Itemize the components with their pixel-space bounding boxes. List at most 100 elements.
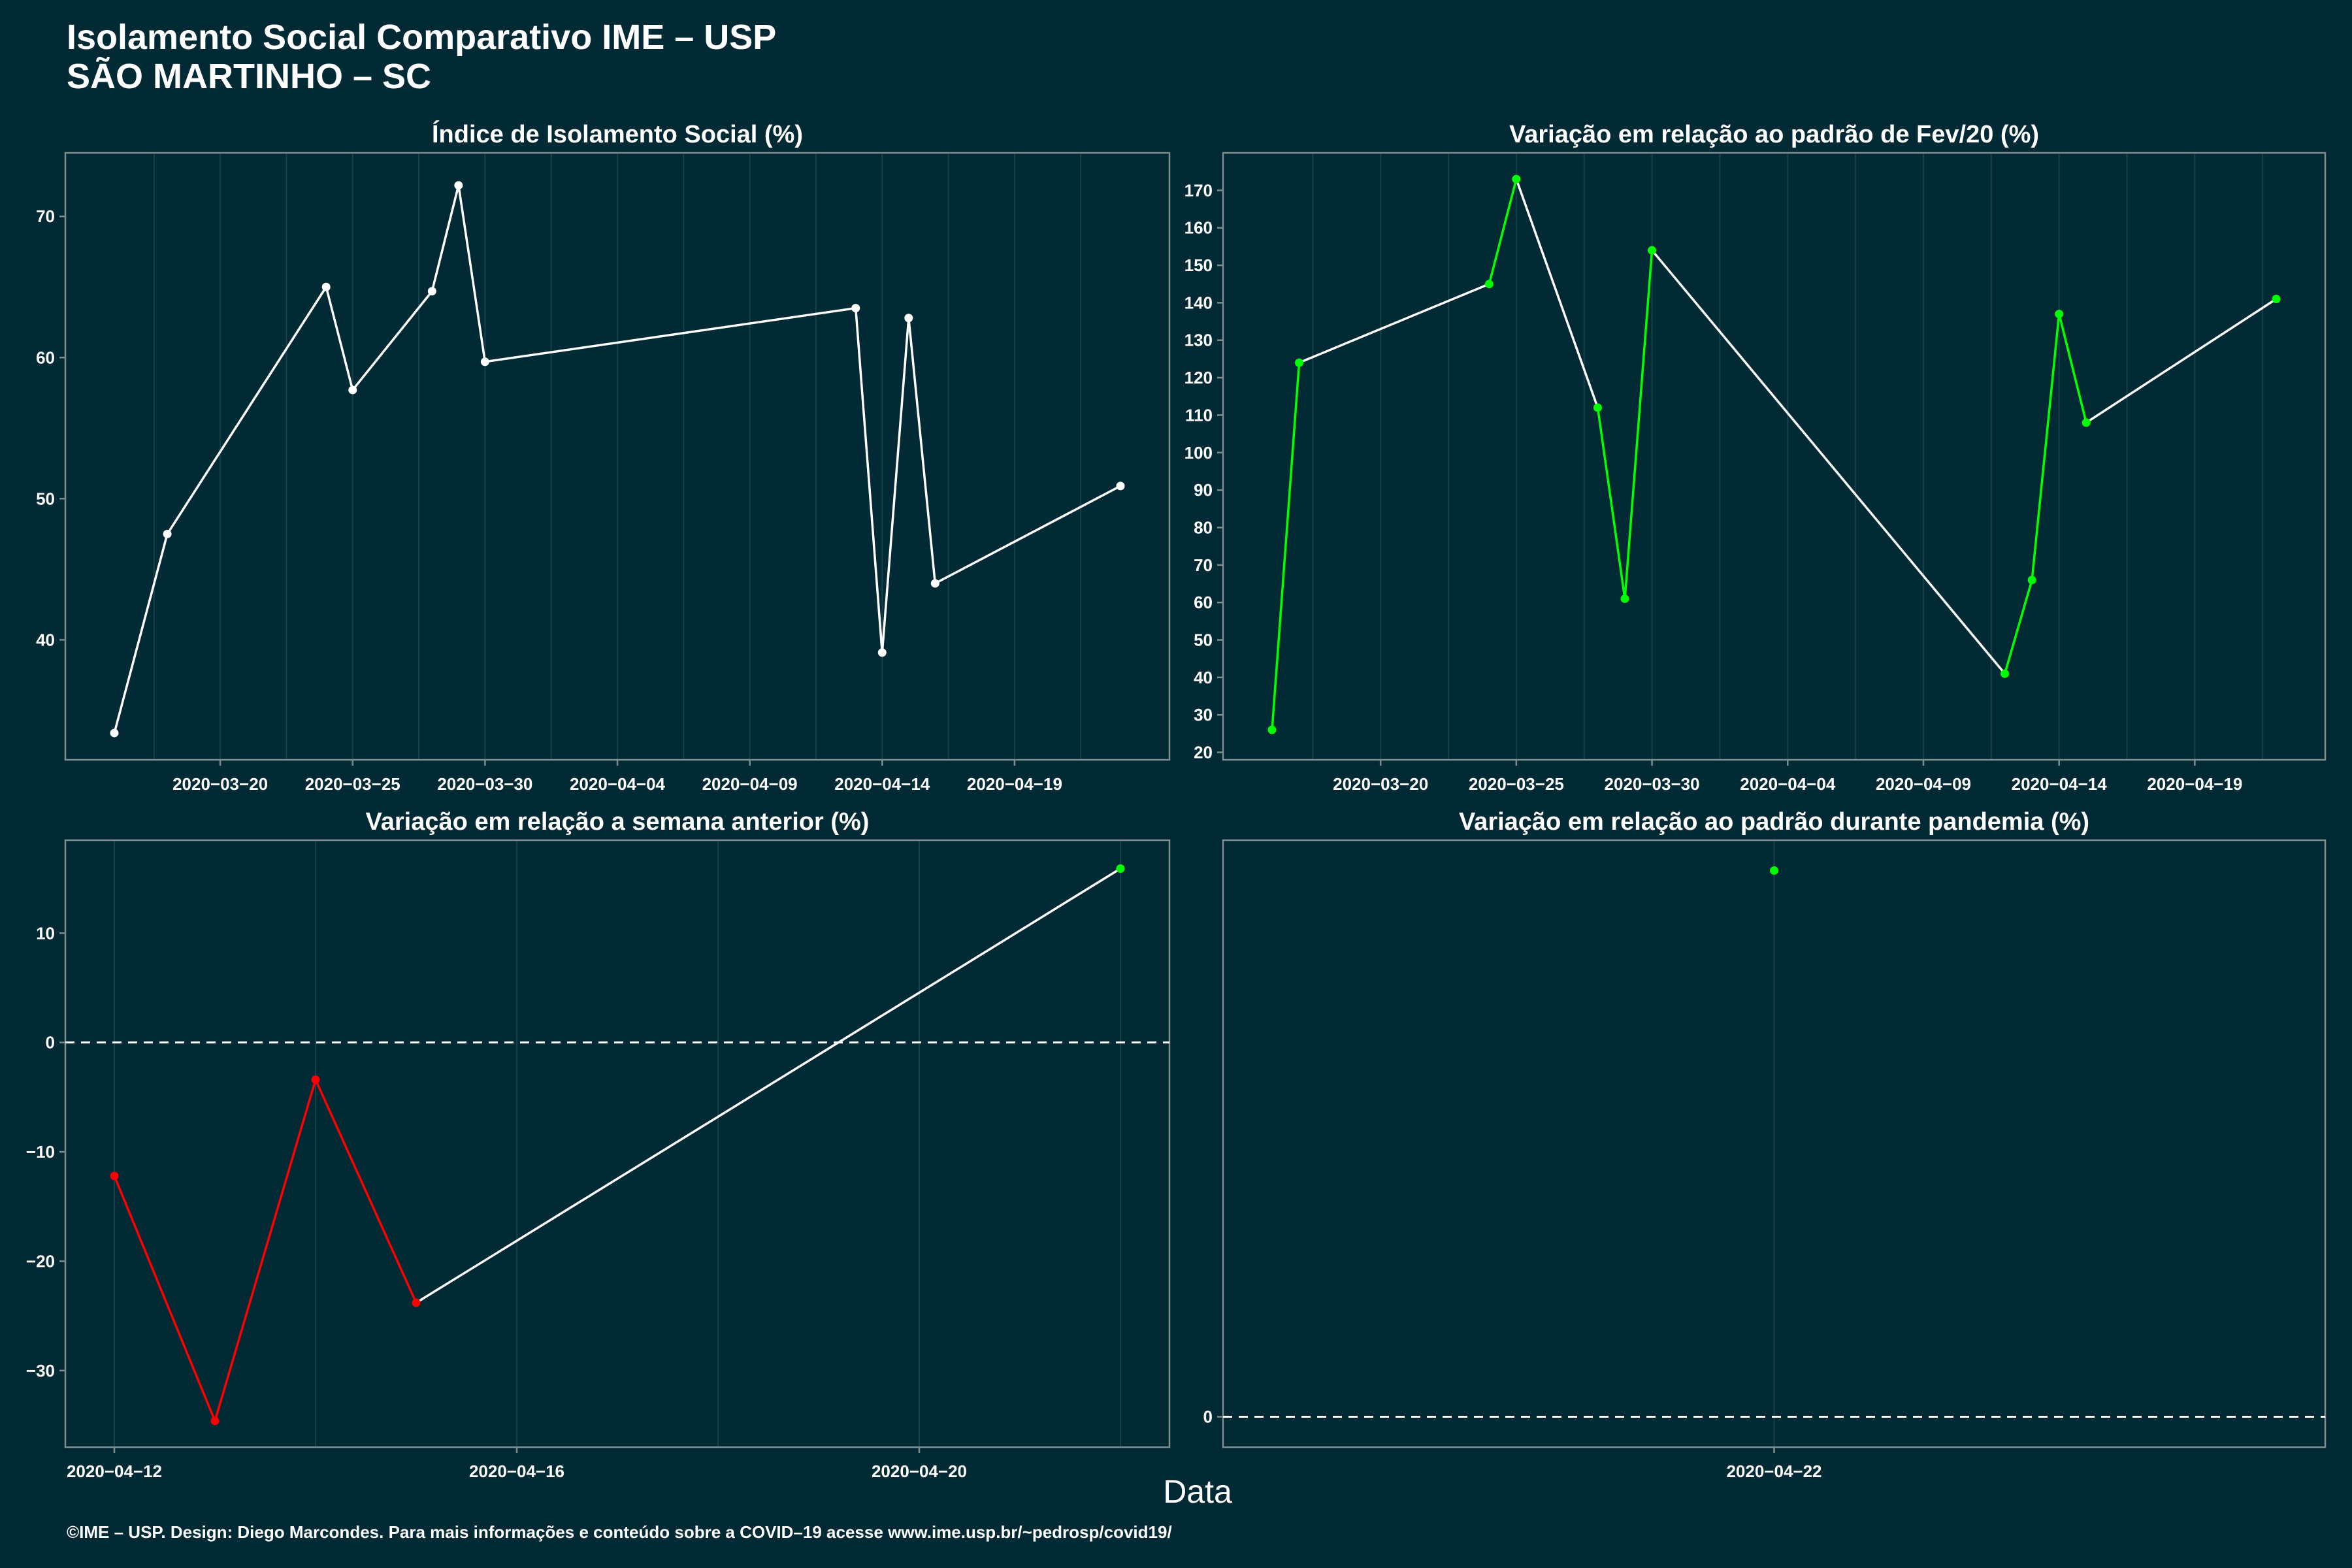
- series-segment: [351, 290, 433, 391]
- series-segment: [2085, 298, 2277, 424]
- y-tick-label: 160: [1184, 218, 1213, 238]
- series-segment: [1624, 250, 1654, 599]
- y-tick-label: 40: [36, 630, 55, 649]
- x-tick-label: 2020−03−25: [305, 774, 400, 794]
- y-tick-label: 40: [1194, 668, 1213, 687]
- series-segment: [1515, 178, 1599, 408]
- panel-title: Variação em relação ao padrão durante pa…: [1459, 808, 2089, 836]
- data-point: [1770, 866, 1778, 875]
- data-point: [427, 287, 436, 296]
- data-point: [2272, 295, 2281, 304]
- y-tick-label: 90: [1194, 480, 1213, 500]
- panel-3: Variação em relação a semana anterior (%…: [26, 808, 1171, 1481]
- series-segment: [934, 485, 1121, 585]
- x-tick-label: 2020−04−19: [2147, 774, 2242, 794]
- panel-2: Variação em relação ao padrão de Fev/20 …: [1184, 121, 2327, 794]
- panel-title: Índice de Isolamento Social (%): [432, 120, 803, 148]
- data-point: [1295, 358, 1304, 367]
- data-point: [110, 728, 119, 738]
- y-tick-label: 60: [1194, 593, 1213, 612]
- series-segment: [1596, 407, 1626, 599]
- x-tick-label: 2020−04−19: [967, 774, 1062, 794]
- data-point: [2082, 418, 2091, 427]
- x-tick-label: 2020−03−20: [172, 774, 268, 794]
- series-segment: [1651, 249, 2006, 675]
- x-tick-label: 2020−04−12: [67, 1462, 162, 1481]
- y-tick-label: 150: [1184, 255, 1213, 275]
- x-tick-label: 2020−04−09: [1876, 774, 1971, 794]
- data-point: [311, 1075, 320, 1085]
- x-tick-label: 2020−04−16: [469, 1462, 564, 1481]
- data-point: [1512, 174, 1521, 184]
- y-tick-label: 70: [1194, 555, 1213, 575]
- data-point: [1620, 594, 1629, 603]
- panel-border: [64, 839, 1171, 1448]
- data-point: [210, 1416, 220, 1426]
- series-segment: [2003, 580, 2033, 674]
- data-point: [904, 314, 913, 323]
- series-segment: [854, 308, 884, 653]
- y-tick-label: 60: [36, 348, 55, 367]
- data-point: [2001, 669, 2010, 678]
- series-segment: [431, 185, 460, 292]
- panel-4: Variação em relação ao padrão durante pa…: [1203, 808, 2327, 1481]
- x-tick-label: 2020−04−22: [1726, 1462, 1821, 1481]
- series-segment: [485, 306, 856, 363]
- data-point: [1267, 725, 1277, 734]
- y-tick-label: 50: [36, 489, 55, 508]
- y-tick-label: −30: [26, 1361, 55, 1380]
- y-tick-label: 0: [46, 1033, 55, 1053]
- series-segment: [214, 1079, 317, 1422]
- x-tick-label: 2020−03−30: [437, 774, 532, 794]
- data-point: [1116, 864, 1125, 874]
- data-point: [480, 357, 489, 367]
- figure-subtitle: SÃO MARTINHO – SC: [67, 57, 432, 96]
- x-tick-label: 2020−03−20: [1333, 774, 1428, 794]
- y-tick-label: −20: [26, 1251, 55, 1271]
- series-segment: [314, 1079, 417, 1303]
- x-tick-label: 2020−04−04: [1740, 774, 1836, 794]
- data-point: [851, 304, 860, 313]
- series-segment: [907, 318, 937, 584]
- data-point: [110, 1171, 119, 1181]
- series-segment: [166, 286, 327, 535]
- x-tick-label: 2020−04−04: [570, 774, 666, 794]
- figure-title: Isolamento Social Comparativo IME – USP: [67, 18, 777, 57]
- data-point: [1593, 403, 1602, 412]
- y-tick-label: 0: [1203, 1407, 1213, 1427]
- x-tick-label: 2020−04−09: [702, 774, 798, 794]
- series-segment: [881, 318, 910, 653]
- panel-title: Variação em relação ao padrão de Fev/20 …: [1509, 121, 2039, 148]
- y-tick-label: 80: [1194, 517, 1213, 537]
- y-tick-label: 20: [1194, 743, 1213, 762]
- y-tick-label: 110: [1185, 405, 1213, 425]
- data-point: [1116, 482, 1125, 491]
- panel-border: [1222, 152, 2327, 761]
- panel-1: Índice de Isolamento Social (%) 40 50 60 70 2…: [36, 120, 1171, 794]
- x-tick-label: 2020−03−25: [1469, 774, 1564, 794]
- series-segment: [113, 533, 169, 734]
- series-segment: [113, 1175, 216, 1422]
- series-segment: [1271, 363, 1301, 730]
- x-tick-label: 2020−03−30: [1605, 774, 1700, 794]
- y-tick-label: 50: [1194, 630, 1213, 649]
- data-point: [877, 648, 887, 657]
- data-point: [2027, 576, 2036, 585]
- data-point: [2055, 310, 2064, 319]
- series-segment: [2057, 314, 2087, 423]
- y-tick-label: 130: [1184, 331, 1213, 350]
- x-tick-label: 2020−04−20: [872, 1462, 967, 1481]
- y-tick-label: 170: [1184, 180, 1213, 200]
- data-point: [412, 1298, 421, 1307]
- series-segment: [325, 286, 354, 391]
- y-tick-label: 100: [1184, 443, 1213, 463]
- data-point: [163, 529, 172, 538]
- y-tick-label: 10: [36, 923, 55, 943]
- y-tick-label: 140: [1184, 293, 1213, 312]
- x-axis-label: Data: [1163, 1473, 1232, 1510]
- y-tick-label: 30: [1194, 705, 1213, 725]
- data-point: [930, 579, 939, 588]
- data-point: [1648, 246, 1657, 255]
